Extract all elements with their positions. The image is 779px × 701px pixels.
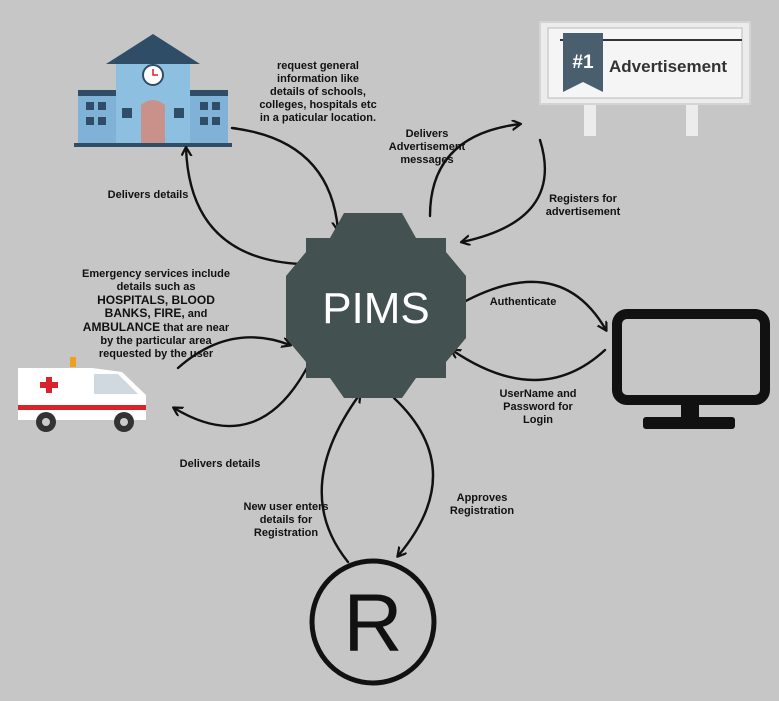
label-line: messages <box>400 154 454 166</box>
label-line: Registration <box>449 505 515 517</box>
label-plain: that are near <box>163 322 230 334</box>
label-line: Registers for <box>549 193 617 205</box>
arrow-delivers-details-bottom <box>174 360 312 428</box>
label-line: colleges, hospitals etc <box>259 99 377 111</box>
label-line: information like <box>277 73 359 85</box>
arrow-emergency-request <box>176 336 290 370</box>
label-delivers-adv: Delivers Advertisement messages <box>377 128 477 167</box>
label-line: advertisement <box>545 206 621 218</box>
label-line: request general <box>277 60 359 72</box>
label-emergency-info: Emergency services include details such … <box>76 268 236 361</box>
label-line: BANKS, FIRE, and <box>76 307 236 321</box>
label-delivers-details-bottom: Delivers details <box>179 458 261 470</box>
label-line: Emergency services include <box>82 268 230 280</box>
label-line: New user enters <box>243 501 329 513</box>
label-authenticate: Authenticate <box>489 296 557 308</box>
arrow-delivers-details-top <box>186 148 302 266</box>
arrow-login <box>452 350 607 382</box>
arrow-authenticate <box>460 280 606 330</box>
label-line: by the particular area <box>100 335 212 347</box>
arrows <box>174 124 607 564</box>
arrow-approves <box>392 396 435 556</box>
label-line: in a paticular location. <box>259 112 377 124</box>
label-line: requested by the user <box>98 348 214 360</box>
ad-badge-text: #1 <box>572 52 594 73</box>
hub-label: PIMS <box>322 284 430 333</box>
building-icon <box>74 34 232 147</box>
label-new-user: New user enters details for Registration <box>236 501 336 540</box>
label-line: Registration <box>253 527 319 539</box>
label-plain: and <box>187 308 208 320</box>
label-username-password: UserName and Password for Login <box>488 388 588 427</box>
label-approves: Approves Registration <box>432 492 532 518</box>
label-line: details of schools, <box>270 86 366 98</box>
label-line: Approves <box>456 492 508 504</box>
arrow-delivers-adv <box>428 124 520 218</box>
monitor-icon <box>612 309 770 429</box>
gear-icon: PIMS <box>286 213 466 398</box>
signboard-icon: #1 Advertisement <box>539 21 751 136</box>
label-line: UserName and <box>499 388 577 400</box>
ambulance-icon <box>18 357 146 432</box>
arrow-request-info <box>230 126 338 230</box>
label-bold: BANKS, FIRE, <box>104 306 185 320</box>
arrow-new-user <box>320 394 360 564</box>
label-registers-adv: Registers for advertisement <box>533 193 633 219</box>
ad-title-text: Advertisement <box>609 57 727 76</box>
label-line: details such as <box>116 281 196 293</box>
label-line: AMBULANCE that are near <box>76 321 236 335</box>
arrow-registers-adv <box>462 138 546 242</box>
label-line: Delivers <box>405 128 449 140</box>
label-bold: AMBULANCE <box>82 320 161 334</box>
label-line: Password for <box>503 401 573 413</box>
registered-icon: R <box>309 558 437 686</box>
registered-symbol: R <box>343 578 402 669</box>
label-line: HOSPITALS, BLOOD <box>97 293 215 307</box>
label-line: Login <box>523 414 553 426</box>
label-delivers-details-top: Delivers details <box>107 189 189 201</box>
label-request-info: request general information like details… <box>248 60 388 125</box>
label-line: details for <box>259 514 313 526</box>
label-line: Advertisement <box>388 141 466 153</box>
